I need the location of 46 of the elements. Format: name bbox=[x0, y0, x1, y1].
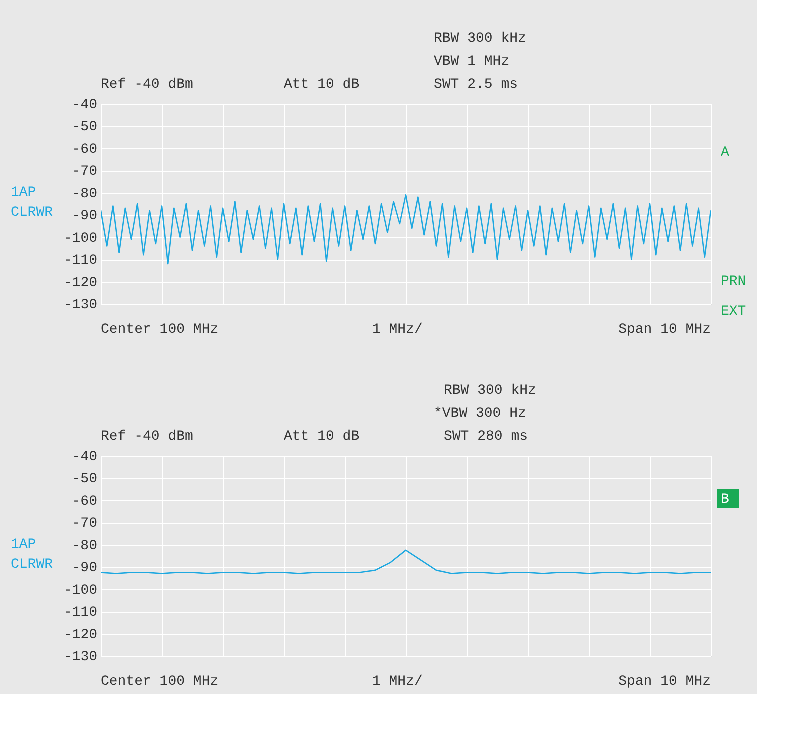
y-tick-label: -50 bbox=[72, 472, 98, 488]
text: B bbox=[721, 492, 730, 508]
text: Ref -40 dBm bbox=[101, 77, 194, 93]
y-tick-label: -80 bbox=[72, 186, 98, 202]
y-tick-label: -100 bbox=[64, 230, 98, 247]
text: Span 10 MHz bbox=[618, 674, 711, 690]
text: A bbox=[721, 145, 730, 161]
y-tick-label: -100 bbox=[64, 582, 98, 599]
text: 1 MHz/ bbox=[372, 674, 423, 690]
y-tick-label: -70 bbox=[72, 516, 98, 532]
line-series bbox=[101, 550, 711, 574]
y-tick-label: -60 bbox=[72, 142, 98, 158]
y-tick-label: -90 bbox=[72, 208, 98, 225]
y-tick-label: -120 bbox=[64, 275, 98, 292]
y-tick-label: -70 bbox=[72, 164, 98, 180]
text: VBW 1 MHz bbox=[434, 54, 510, 70]
y-tick-label: -40 bbox=[72, 450, 98, 466]
y-tick-label: -110 bbox=[64, 605, 98, 622]
text: CLRWR bbox=[11, 205, 54, 221]
text: RBW 300 kHz bbox=[434, 31, 526, 47]
text: *VBW 300 Hz bbox=[434, 406, 526, 422]
y-tick-label: -90 bbox=[72, 560, 98, 577]
text: Att 10 dB bbox=[284, 77, 360, 93]
text: Center 100 MHz bbox=[101, 322, 219, 338]
y-tick-label: -130 bbox=[64, 298, 98, 314]
y-tick-label: -110 bbox=[64, 253, 98, 270]
y-tick-label: -50 bbox=[72, 120, 98, 136]
y-tick-label: -130 bbox=[64, 650, 98, 666]
line-series bbox=[101, 194, 711, 265]
text: 1AP bbox=[11, 537, 36, 553]
text: SWT 2.5 ms bbox=[434, 77, 518, 93]
text: Center 100 MHz bbox=[101, 674, 219, 690]
text: PRN bbox=[721, 274, 746, 290]
y-tick-label: -40 bbox=[72, 98, 98, 114]
text: 1 MHz/ bbox=[372, 322, 423, 338]
y-tick-label: -80 bbox=[72, 538, 98, 554]
text: RBW 300 kHz bbox=[444, 383, 536, 399]
text: SWT 280 ms bbox=[444, 429, 528, 445]
y-tick-label: -60 bbox=[72, 494, 98, 510]
text: Span 10 MHz bbox=[618, 322, 711, 338]
y-tick-label: -120 bbox=[64, 627, 98, 644]
text: Att 10 dB bbox=[284, 429, 360, 445]
text: EXT bbox=[721, 304, 746, 320]
text: CLRWR bbox=[11, 557, 54, 573]
text: 1AP bbox=[11, 185, 36, 201]
text: Ref -40 dBm bbox=[101, 429, 194, 445]
